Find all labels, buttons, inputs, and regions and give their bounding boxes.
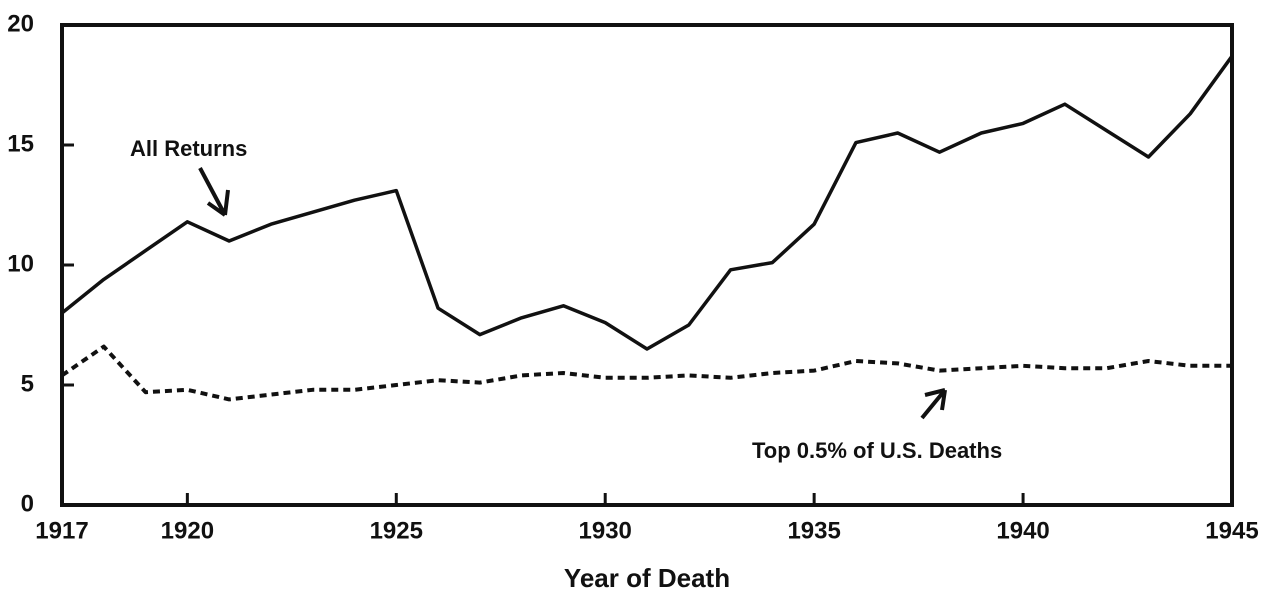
annotation: Top 0.5% of U.S. Deaths (752, 438, 1002, 463)
annotation: All Returns (130, 136, 247, 161)
data-line (60, 344, 1232, 402)
data-line (60, 55, 1234, 351)
x-tick-label: 1925 (370, 517, 423, 544)
x-axis-label: Year of Death (564, 563, 730, 593)
y-tick-label: 15 (7, 130, 34, 157)
x-tick-label: 1917 (35, 517, 88, 544)
arrow (198, 167, 230, 217)
y-tick-label: 5 (21, 370, 34, 397)
x-tick-label: 1945 (1205, 517, 1258, 544)
plot-frame (60, 23, 1234, 507)
y-tick-label: 10 (7, 250, 34, 277)
x-tick-label: 1920 (161, 517, 214, 544)
y-tick-label: 0 (21, 490, 34, 517)
x-tick-label: 1930 (579, 517, 632, 544)
x-tick-label: 1935 (787, 517, 840, 544)
x-tick-label: 1940 (996, 517, 1049, 544)
arrow (920, 388, 947, 420)
y-tick-label: 20 (7, 10, 34, 37)
